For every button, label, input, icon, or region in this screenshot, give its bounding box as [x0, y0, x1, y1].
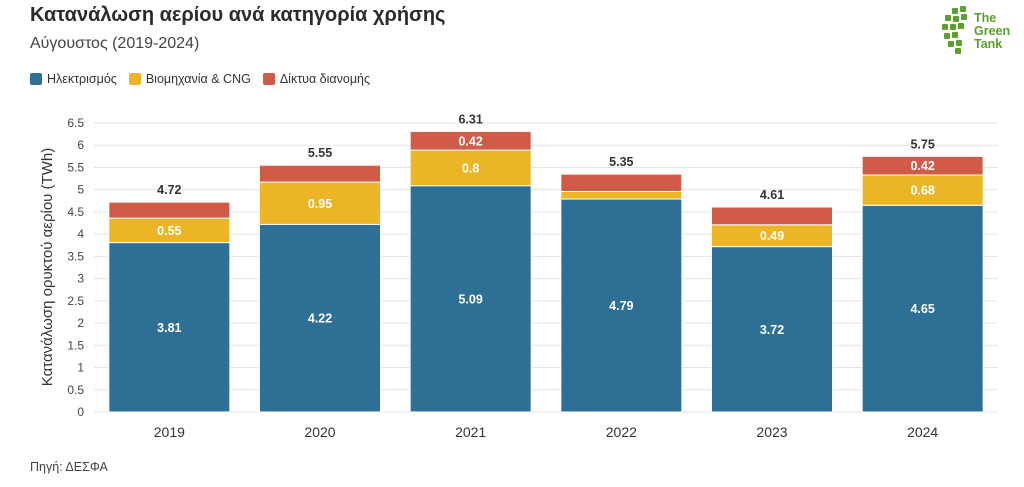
- y-axis-title: Κατανάλωση ορυκτού αερίου (TWh): [39, 148, 56, 386]
- bar-value-label: 0.42: [458, 134, 482, 148]
- green-tank-logo: The Green Tank: [938, 4, 1018, 60]
- y-tick-label: 2: [77, 316, 84, 330]
- logo-text-line-1: The: [974, 11, 997, 25]
- y-tick-label: 1.5: [67, 338, 84, 352]
- y-tick-label: 5: [77, 183, 84, 197]
- bar-total-label: 4.61: [760, 188, 784, 202]
- x-tick-label: 2020: [304, 424, 335, 440]
- bar-value-label: 0.55: [157, 224, 181, 238]
- y-tick-label: 2.5: [67, 294, 84, 308]
- bar-segment: [259, 223, 381, 413]
- chart-legend: Ηλεκτρισμός Βιομηχανία & CNG Δίκτυα διαν…: [30, 72, 382, 86]
- y-tick-label: 6.5: [67, 116, 84, 130]
- bar-segment: [711, 206, 833, 226]
- y-tick-label: 1: [77, 361, 84, 375]
- bar-segment: [259, 181, 381, 225]
- y-tick-label: 6: [77, 138, 84, 152]
- y-tick-label: 4: [77, 227, 84, 241]
- legend-item-electricity[interactable]: Ηλεκτρισμός: [30, 72, 117, 86]
- bar-segment: [711, 246, 833, 413]
- legend-label-electricity: Ηλεκτρισμός: [47, 72, 117, 86]
- x-tick-label: 2023: [756, 424, 787, 440]
- bar-value-label: 0.95: [308, 197, 332, 211]
- bar-value-label: 0.68: [910, 184, 934, 198]
- legend-label-networks: Δίκτυα διανομής: [279, 72, 371, 86]
- x-tick-label: 2022: [606, 424, 637, 440]
- bar-total-label: 6.31: [458, 112, 482, 126]
- bar-segment: [409, 130, 532, 151]
- bar-total-label: 4.72: [157, 183, 181, 197]
- bar-value-label: 0.8: [462, 161, 479, 175]
- bar-value-label: 4.79: [609, 299, 633, 313]
- source-note: Πηγή: ΔΕΣΦΑ: [30, 460, 108, 474]
- bar-value-label: 5.09: [458, 292, 482, 306]
- bar-value-label: 4.22: [308, 312, 332, 326]
- chart-subtitle: Αύγουστος (2019-2024): [30, 35, 200, 52]
- logo-globe-icon: [942, 6, 967, 54]
- legend-label-industry: Βιομηχανία & CNG: [145, 72, 251, 86]
- legend-swatch-industry: [128, 73, 141, 85]
- bar-segment: [560, 173, 683, 192]
- y-tick-label: 3: [77, 272, 84, 286]
- x-tick-label: 2021: [455, 424, 486, 440]
- bar-total-label: 5.55: [308, 146, 332, 160]
- legend-swatch-networks: [262, 73, 275, 85]
- y-tick-label: 3.5: [67, 249, 84, 263]
- bar-segment: [409, 185, 532, 413]
- bar-total-label: 5.35: [609, 155, 633, 169]
- bar-segment: [861, 204, 984, 413]
- bar-segment: [108, 242, 231, 413]
- bar-value-label: 3.81: [157, 321, 181, 335]
- legend-swatch-electricity: [30, 73, 42, 85]
- bar-total-label: 5.75: [910, 137, 934, 151]
- bar-segment: [409, 149, 532, 187]
- bar-value-label: 0.49: [760, 229, 784, 243]
- logo-text: The Green Tank: [974, 12, 1010, 51]
- bar-segment: [259, 164, 381, 183]
- y-tick-label: 4.5: [67, 205, 84, 219]
- bar-segment: [108, 201, 231, 219]
- bar-segment: [861, 155, 984, 176]
- x-tick-label: 2024: [907, 424, 938, 440]
- bar-segment: [560, 190, 683, 200]
- chart-title: Κατανάλωση αερίου ανά κατηγορία χρήσης: [30, 4, 446, 26]
- y-tick-label: 0: [77, 405, 84, 419]
- legend-item-industry[interactable]: Βιομηχανία & CNG: [128, 72, 251, 86]
- x-tick-label: 2019: [154, 424, 185, 440]
- bar-value-label: 0.42: [910, 159, 934, 173]
- logo-text-line-3: Tank: [974, 37, 1003, 51]
- bar-segment: [560, 198, 683, 413]
- bar-value-label: 4.65: [910, 302, 934, 316]
- bar-segment: [108, 217, 231, 244]
- legend-item-networks[interactable]: Δίκτυα διανομής: [262, 72, 371, 86]
- y-tick-label: 5.5: [67, 160, 84, 174]
- bar-value-label: 3.72: [760, 323, 784, 337]
- logo-text-line-2: Green: [974, 24, 1011, 38]
- y-tick-label: 0.5: [67, 383, 84, 397]
